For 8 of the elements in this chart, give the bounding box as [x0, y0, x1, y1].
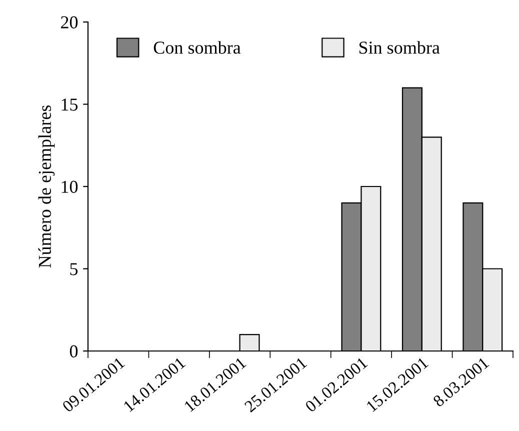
y-tick-label: 5 [70, 263, 78, 276]
legend-label: Sin sombra [359, 41, 440, 54]
y-tick-label: 10 [62, 180, 78, 193]
y-tick-label: 0 [70, 345, 78, 358]
y-axis-title: Número de ejemplares [38, 105, 55, 268]
y-tick-label: 20 [61, 16, 78, 28]
legend-label: Con sombra [154, 41, 241, 54]
y-tick-label: 15 [62, 98, 78, 111]
